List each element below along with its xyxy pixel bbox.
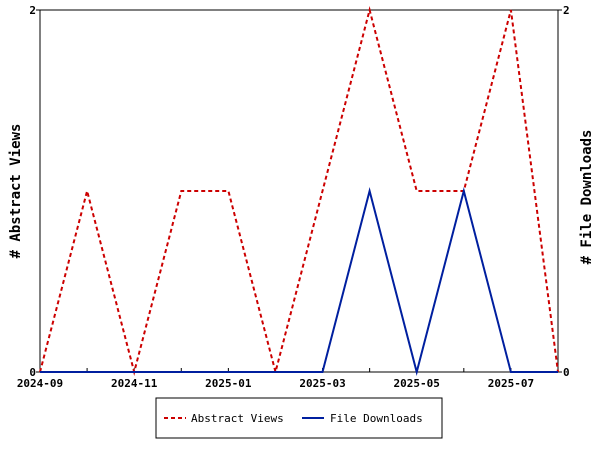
x-tick-label: 2025-01: [205, 377, 252, 390]
left-y-axis: 02: [29, 4, 40, 379]
legend-label-file-downloads: File Downloads: [330, 412, 423, 425]
x-tick-label: 2025-07: [488, 377, 534, 390]
plot-frame: [39, 9, 559, 373]
right-y-tick-label: 0: [563, 366, 570, 379]
left-y-tick-label: 0: [29, 366, 36, 379]
right-y-axis: 02: [558, 4, 570, 379]
x-tick-label: 2025-03: [299, 377, 345, 390]
series-line-abstract-views: [39, 6, 559, 376]
right-y-axis-title: # File Downloads: [579, 130, 595, 265]
left-y-axis-title: # Abstract Views: [8, 124, 24, 259]
legend: Abstract Views File Downloads: [155, 397, 443, 439]
left-y-tick-label: 2: [29, 4, 36, 17]
x-tick-label: 2024-09: [17, 377, 63, 390]
series-layer: [39, 6, 559, 376]
right-y-tick-label: 2: [563, 4, 570, 17]
legend-box: [155, 397, 443, 439]
series-line-file-downloads: [40, 187, 558, 376]
legend-label-abstract-views: Abstract Views: [191, 412, 284, 425]
x-tick-label: 2025-05: [394, 377, 440, 390]
x-axis: 2024-09 2024-11 2025-01 2025-03 2025-05 2025-…: [17, 368, 559, 390]
x-tick-label: 2024-11: [111, 377, 158, 390]
